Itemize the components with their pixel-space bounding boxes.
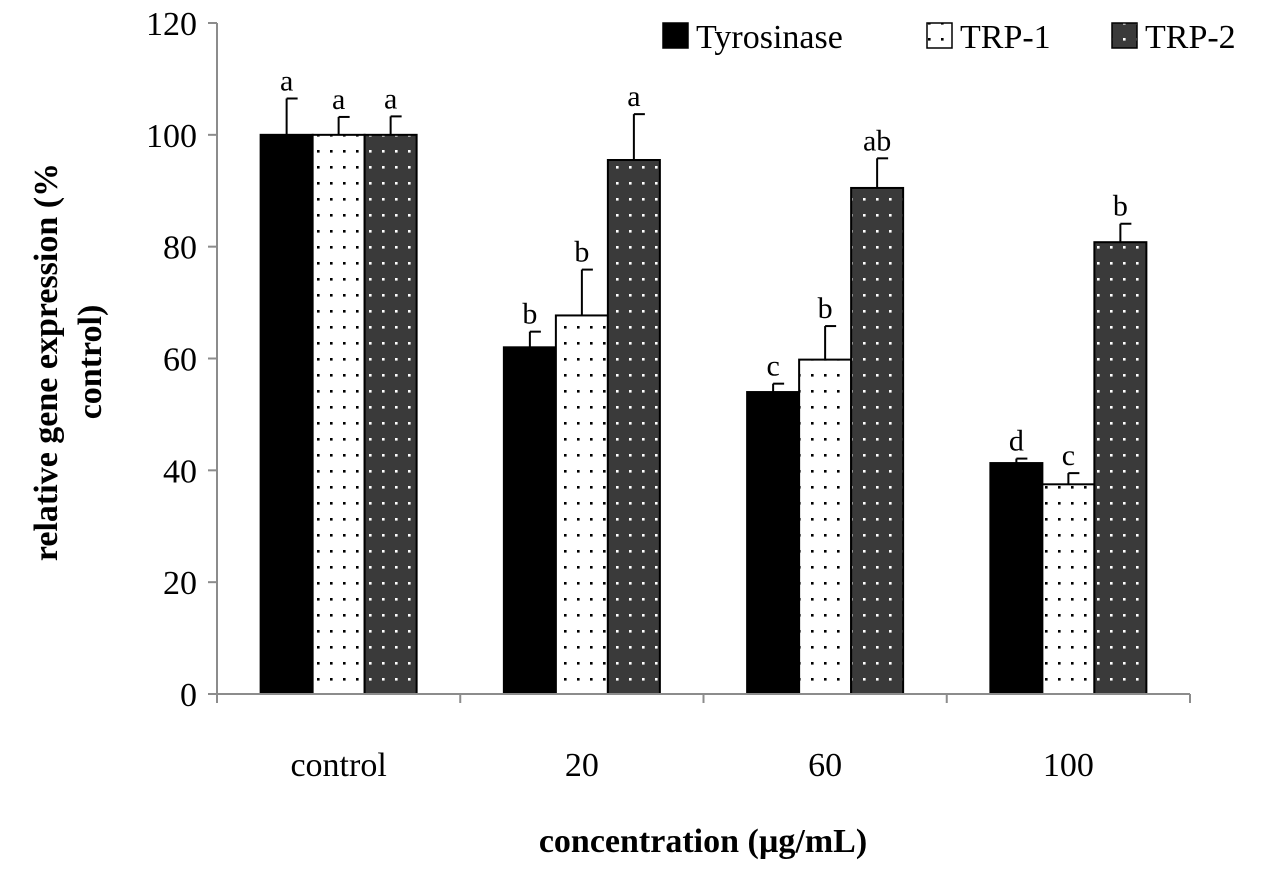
bar (1041, 483, 1096, 695)
significance-label: c (1062, 439, 1075, 472)
bar (554, 314, 609, 695)
y-tick-label: 100 (146, 118, 197, 155)
significance-label: b (818, 292, 833, 325)
significance-label: ab (863, 124, 891, 157)
bar (746, 391, 801, 695)
y-tick-label: 0 (180, 677, 197, 714)
y-tick-label: 20 (163, 565, 197, 602)
significance-label: a (384, 82, 397, 115)
y-tick-label: 120 (146, 6, 197, 43)
bar (850, 186, 905, 695)
significance-label: b (522, 298, 537, 331)
bar (606, 158, 661, 695)
significance-label: a (627, 80, 640, 113)
x-category-label: 100 (1043, 747, 1094, 784)
legend-label-trp2: TRP-2 (1145, 19, 1236, 56)
y-axis-title-line2: control) (72, 305, 109, 420)
bar (311, 133, 366, 696)
bar (798, 358, 853, 695)
y-tick-label: 80 (163, 230, 197, 267)
significance-label: a (280, 64, 293, 97)
significance-label: a (332, 83, 345, 116)
bar (259, 133, 314, 696)
legend-swatch-trp1 (926, 22, 953, 49)
x-category-label: 60 (808, 747, 842, 784)
bar (363, 133, 418, 696)
legend-swatch-tyrosinase (662, 22, 689, 49)
y-axis-title-line1: relative gene expression (% (28, 163, 65, 561)
bar (989, 462, 1044, 696)
legend: Tyrosinase TRP-1 TRP-2 (662, 19, 1236, 56)
y-axis-title: relative gene expression (% control) (28, 163, 109, 561)
significance-label: c (766, 350, 779, 383)
bar (502, 346, 557, 695)
category-labels: control 20 60 100 (290, 747, 1093, 784)
y-tick-label: 40 (163, 453, 197, 490)
legend-label-tyrosinase: Tyrosinase (696, 19, 843, 56)
legend-label-trp1: TRP-1 (960, 19, 1051, 56)
x-category-label: 20 (565, 747, 599, 784)
bar (1093, 241, 1148, 695)
axes-layer (216, 23, 1191, 703)
significance-label: b (574, 236, 589, 269)
legend-swatch-trp2 (1111, 22, 1138, 49)
x-category-label: control (290, 747, 386, 784)
y-axis-ticks: 0 20 40 60 80 100 120 (146, 6, 217, 714)
significance-label: b (1113, 190, 1128, 223)
x-axis-title: concentration (µg/mL) (539, 823, 867, 860)
y-tick-label: 60 (163, 342, 197, 379)
significance-label: d (1009, 425, 1024, 458)
